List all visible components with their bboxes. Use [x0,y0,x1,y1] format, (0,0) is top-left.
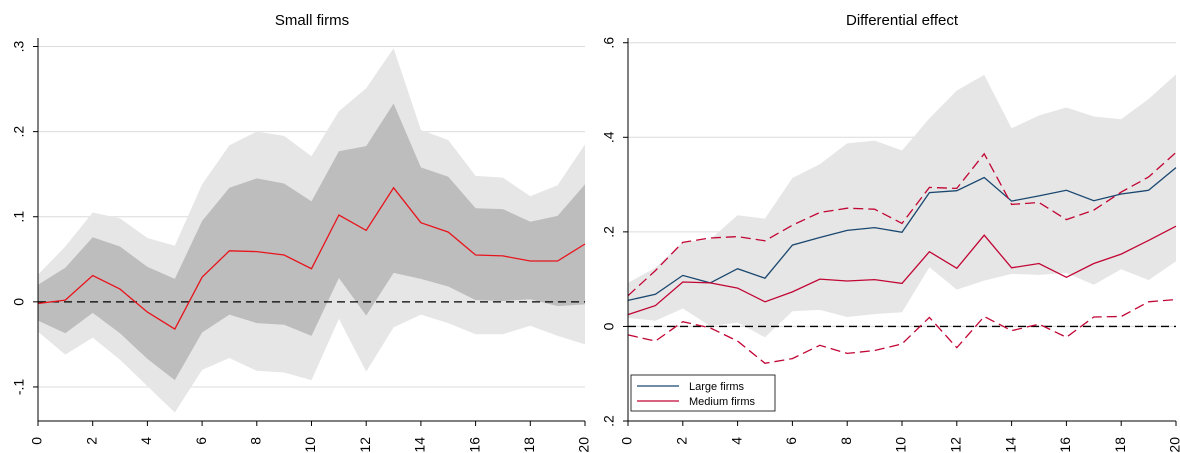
x-tick-label: 12 [948,437,964,453]
confidence-band-large-ci [628,74,1176,338]
x-tick-label: 8 [838,437,854,445]
x-tick-label: 20 [1167,437,1180,453]
x-tick-label: 14 [1002,437,1018,453]
x-tick-label: 14 [412,437,428,453]
y-tick-label: .6 [601,37,617,49]
x-tick-label: 10 [302,437,318,453]
differential-effect-panel: Differential effect .2 0 .2 .4 .6 0 2 4 6 8 10 12 14… [601,12,1180,453]
legend-label: Medium firms [689,396,756,408]
x-tick-label: 0 [29,437,45,445]
y-tick-label: .2 [11,126,27,138]
y-tick-label: 0 [11,298,27,306]
legend-label: Large firms [689,381,745,393]
x-tick-label: 18 [1112,437,1128,453]
x-tick-label: 18 [521,437,537,453]
series-line-medium-firms [627,225,1177,316]
y-tick-label: .2 [601,415,617,427]
chart-title: Differential effect [846,12,959,29]
x-tick-label: 2 [674,437,690,445]
x-tick-label: 4 [138,437,154,445]
y-tick-label: .1 [11,211,27,223]
x-tick-label: 0 [619,437,635,445]
x-tick-label: 8 [248,437,264,445]
x-tick-label: 10 [893,437,909,453]
confidence-band-inner [38,103,585,381]
x-tick-label: 16 [1057,437,1073,453]
y-tick-label: 0 [601,322,617,330]
chart-title: Small firms [275,12,349,29]
small-firms-panel: Small firms -.1 0 .1 .2 .3 0 2 4 6 8 10 12 14 16 18 20 [11,12,592,453]
series-line-medium-upper-ci [627,151,1177,297]
y-tick-label: .2 [601,226,617,238]
y-tick-label: -.1 [11,379,27,396]
x-tick-label: 20 [576,437,592,453]
legend: Large firms Medium firms [630,374,776,412]
y-tick-label: .3 [11,40,27,52]
y-tick-label: .4 [601,131,617,143]
x-tick-label: 16 [466,437,482,453]
x-tick-label: 6 [783,437,799,445]
x-tick-label: 2 [83,437,99,445]
legend-box [630,374,776,412]
x-tick-label: 6 [193,437,209,445]
series-line-medium-lower-ci [627,298,1177,364]
x-tick-label: 12 [357,437,373,453]
series-line-estimate [37,186,586,331]
series-line-large-firms [627,167,1177,302]
x-tick-label: 4 [728,437,744,445]
